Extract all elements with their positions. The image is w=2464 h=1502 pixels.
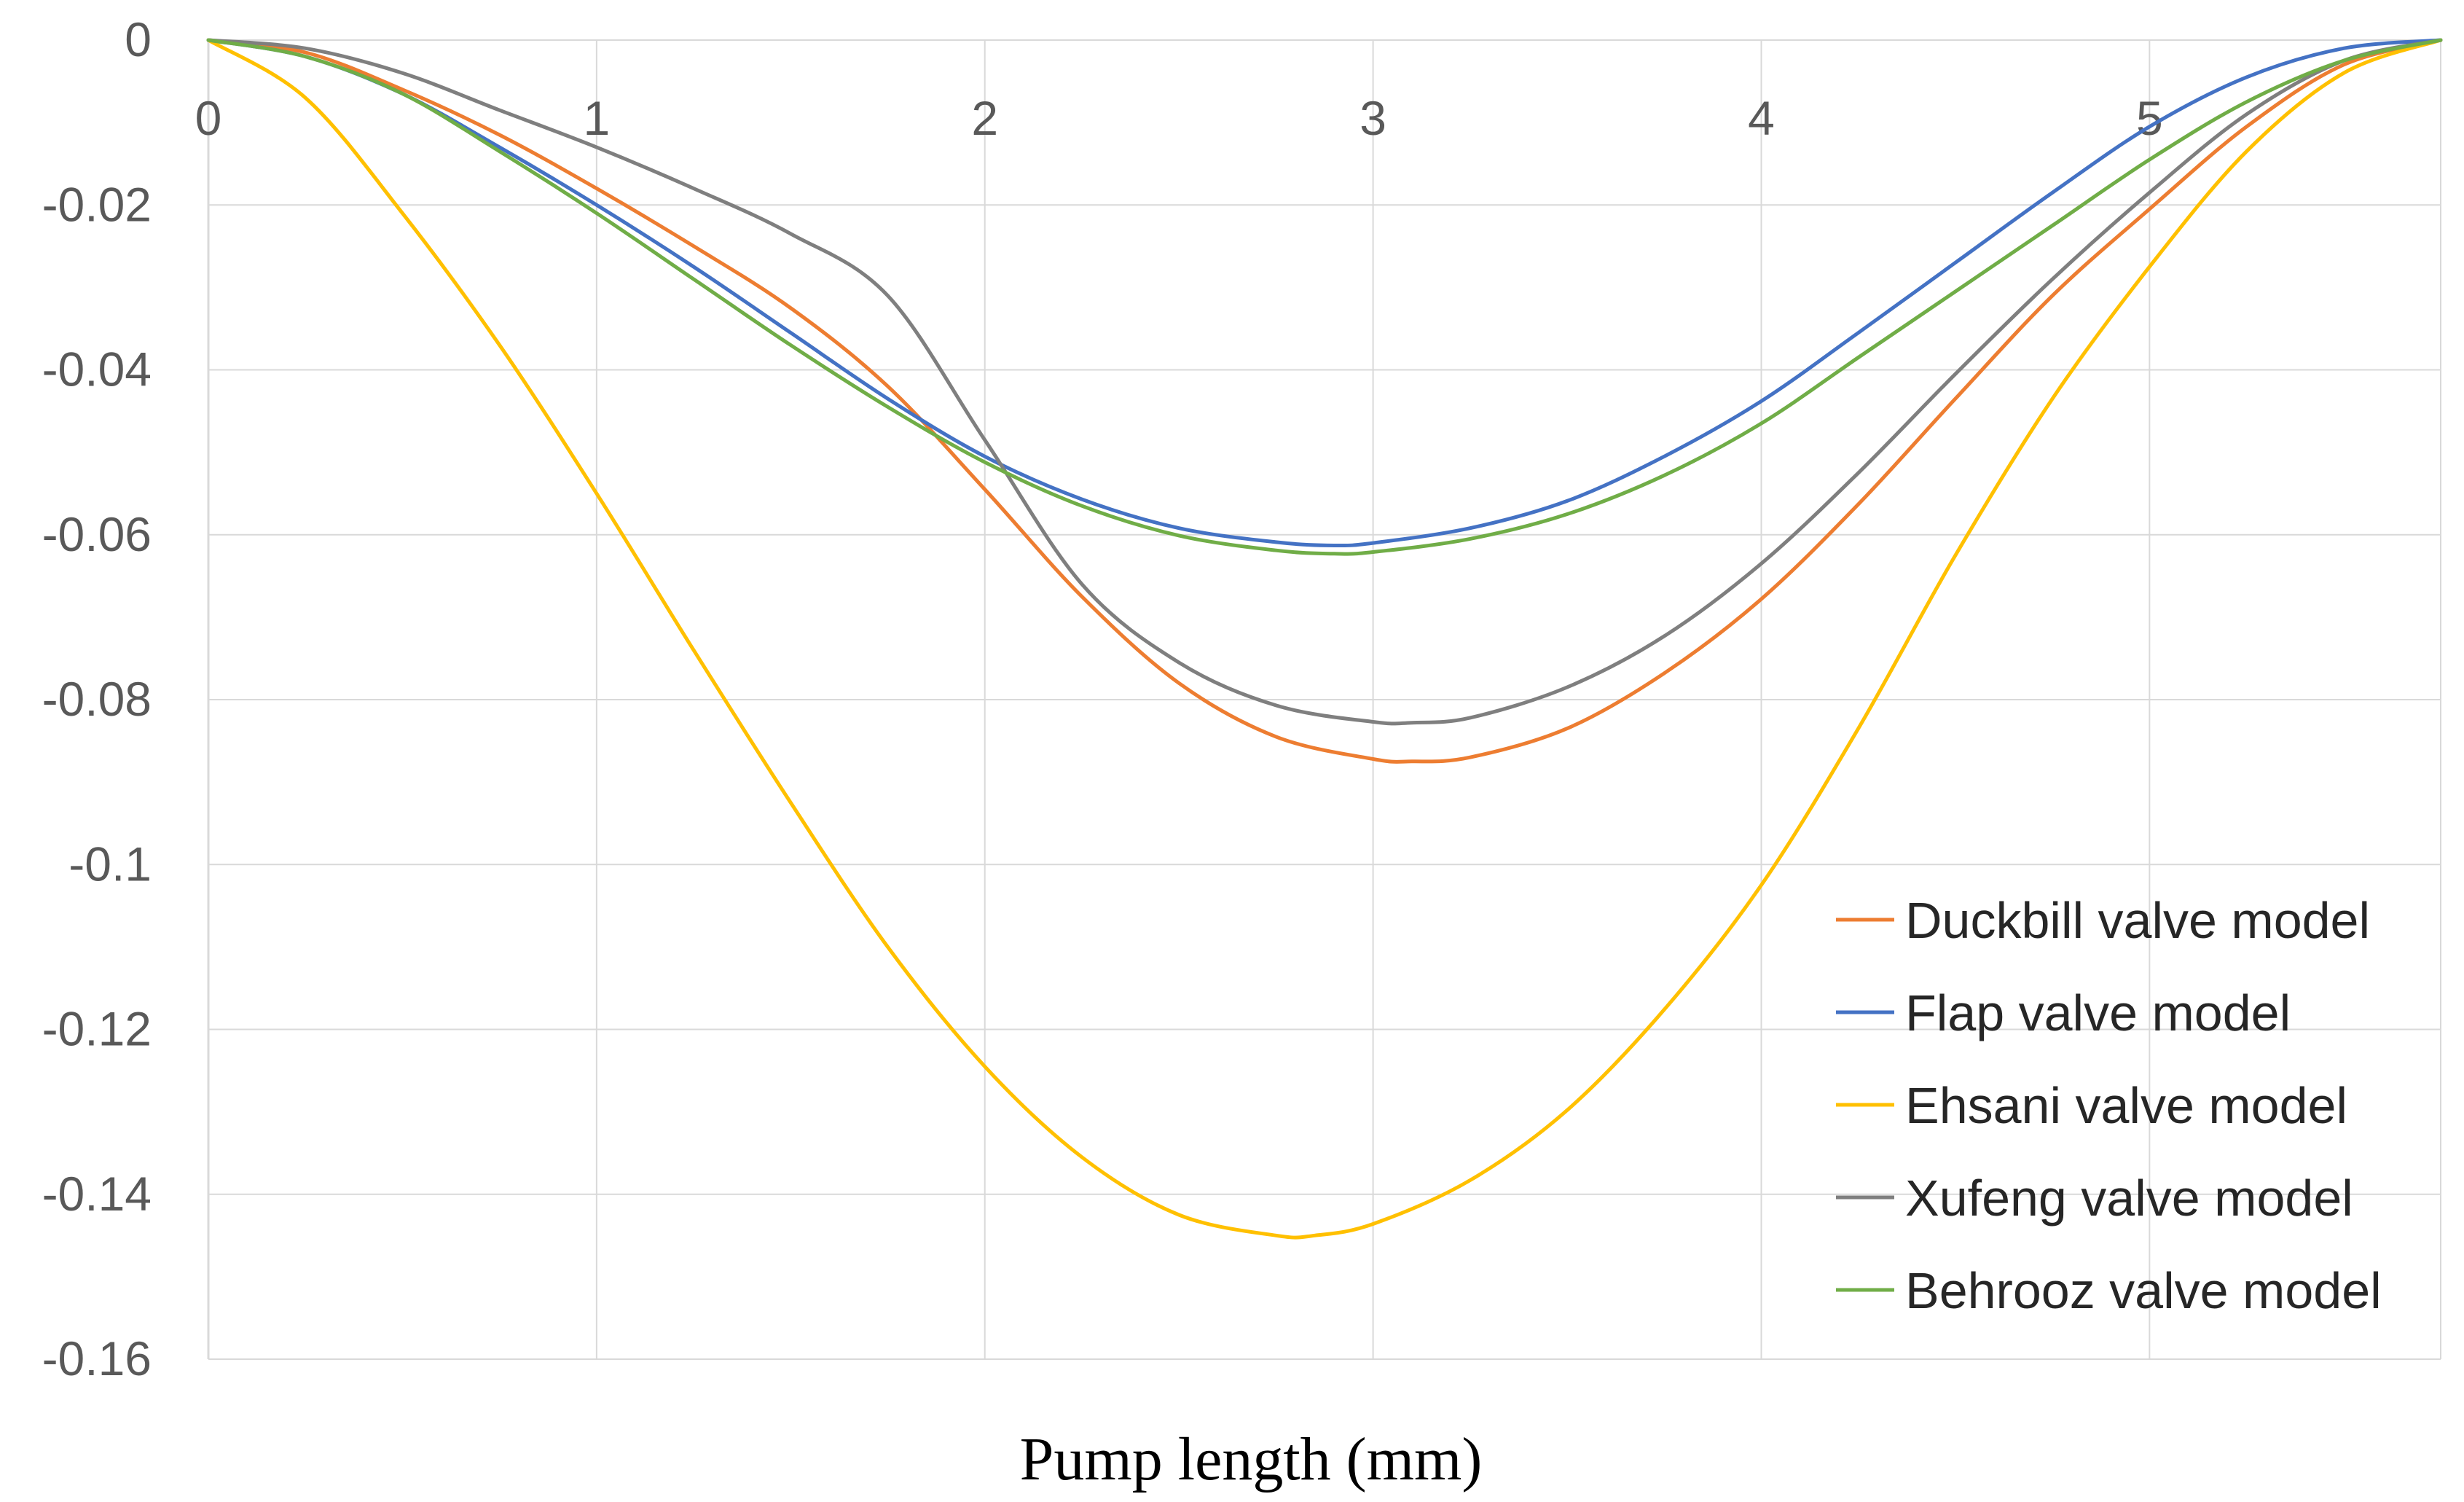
- x-tick-label: 2: [971, 91, 998, 145]
- series-line-xufeng: [206, 38, 2443, 726]
- series-line-ehsani: [206, 38, 2443, 1240]
- y-tick-label: -0.16: [42, 1331, 152, 1385]
- legend-label-xufeng: Xufeng valve model: [1905, 1170, 2353, 1227]
- y-tick-label: -0.08: [42, 672, 152, 726]
- series-line-flap: [206, 38, 2443, 548]
- legend-label-ehsani: Ehsani valve model: [1905, 1077, 2347, 1134]
- x-tick-label: 1: [584, 91, 611, 145]
- y-tick-label: -0.14: [42, 1167, 152, 1221]
- legend: Duckbill valve model Flap valve model Ehsa…: [1836, 892, 2382, 1319]
- legend-label-duckbill: Duckbill valve model: [1905, 892, 2370, 949]
- x-tick-label: 0: [195, 91, 222, 145]
- y-tick-label: -0.06: [42, 507, 152, 561]
- x-tick-label: 5: [2136, 91, 2163, 145]
- x-axis-tick-labels: 0 1 2 3 4 5: [195, 91, 2163, 145]
- grid: [207, 39, 2441, 1360]
- series-lines: [206, 38, 2443, 1240]
- y-axis-tick-labels: 0 -0.02 -0.04 -0.06 -0.08 -0.1 -0.12 -0.14 -0.16: [42, 12, 152, 1385]
- x-tick-label: 4: [1748, 91, 1775, 145]
- legend-label-flap: Flap valve model: [1905, 985, 2291, 1041]
- y-tick-label: 0: [125, 12, 152, 66]
- x-axis-label: Pump length (mm): [1020, 1425, 1483, 1493]
- legend-label-behrooz: Behrooz valve model: [1905, 1262, 2382, 1319]
- x-tick-label: 3: [1359, 91, 1386, 145]
- y-tick-label: -0.02: [42, 177, 152, 231]
- y-tick-label: -0.12: [42, 1002, 152, 1056]
- series-line-duckbill: [206, 38, 2443, 764]
- y-tick-label: -0.04: [42, 343, 152, 396]
- series-line-behrooz: [206, 38, 2443, 556]
- y-tick-label: -0.1: [68, 837, 152, 891]
